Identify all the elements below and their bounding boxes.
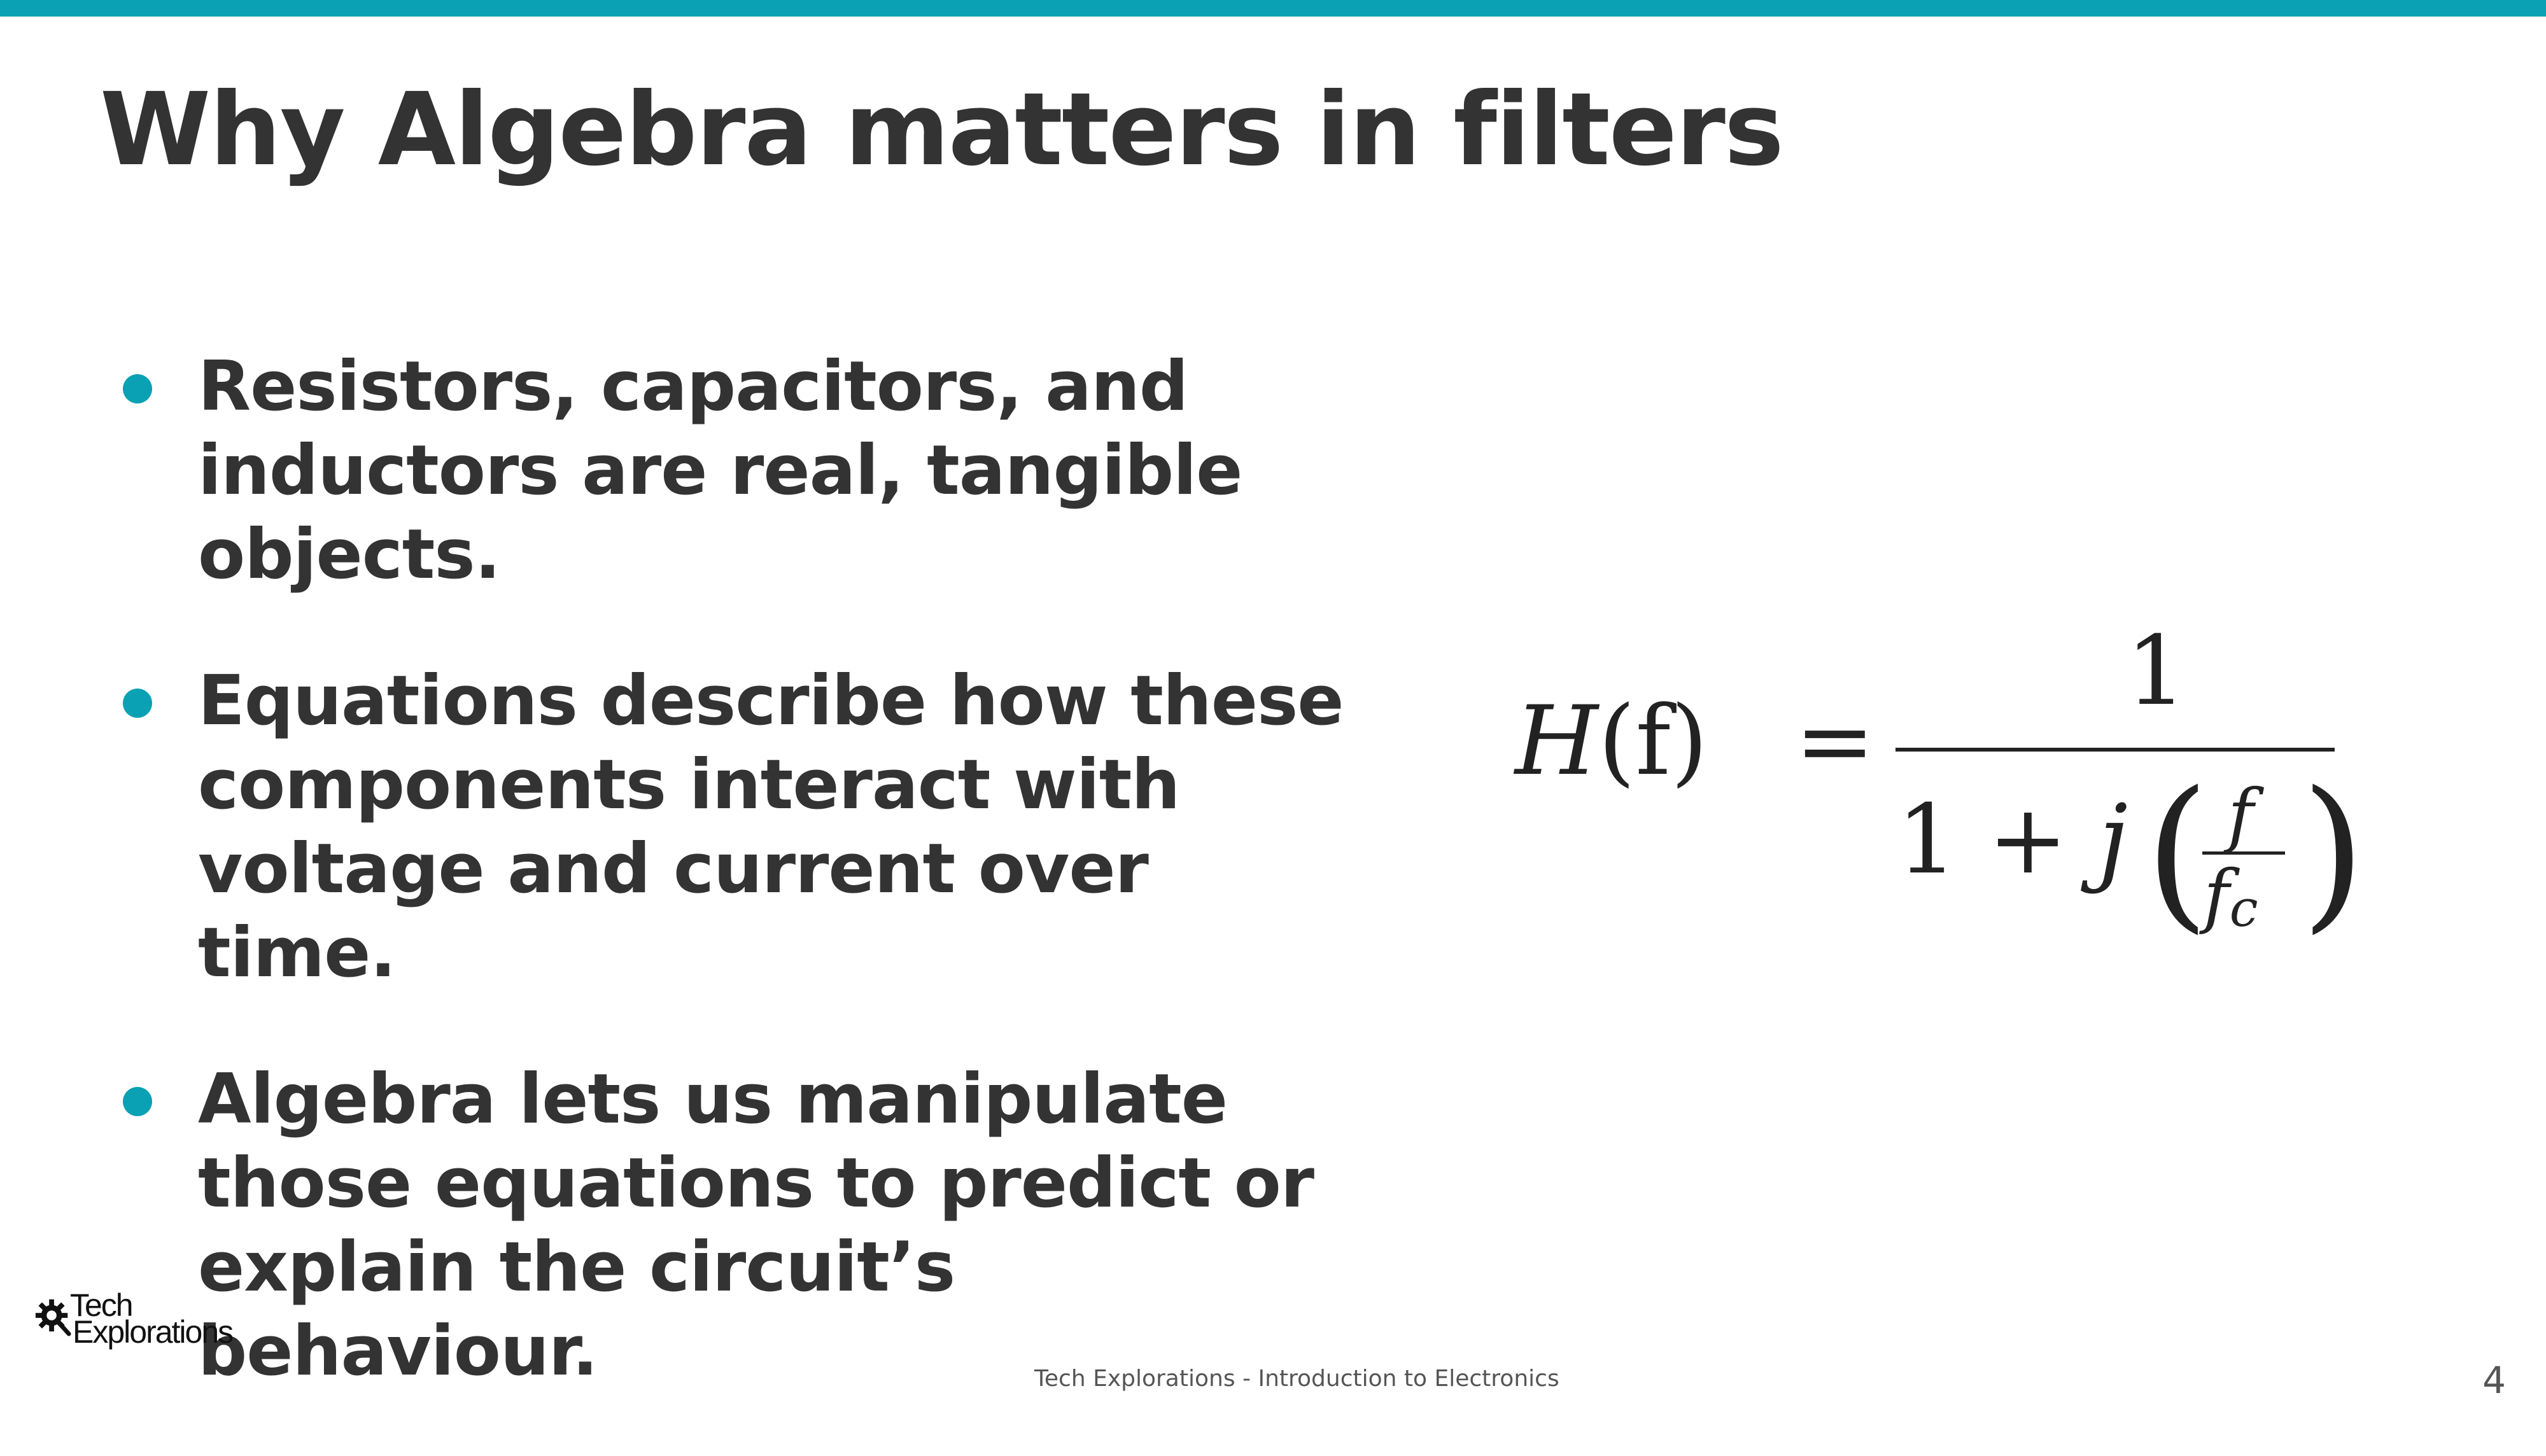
formula-paren-right: ) xyxy=(2301,757,2366,949)
page-number: 4 xyxy=(2482,1359,2506,1402)
formula-denominator-prefix: 1 + xyxy=(1897,785,2099,895)
logo-line-2: Explorations xyxy=(73,1314,234,1350)
bullet-dot-icon xyxy=(123,374,152,403)
logo-text: Tech Explorations xyxy=(70,1287,234,1350)
bullet-dot-icon xyxy=(123,1087,152,1116)
bullet-item: Algebra lets us manipulate those equatio… xyxy=(116,1058,1364,1394)
bullet-text: Resistors, capacitors, and inductors are… xyxy=(198,347,1242,594)
formula-denominator-j: j xyxy=(2098,785,2128,895)
formula-inner-denominator-var: f xyxy=(2204,855,2230,936)
formula-fraction-line xyxy=(1895,748,2335,752)
formula-numerator: 1 xyxy=(2126,616,2187,727)
top-accent-bar xyxy=(0,0,2546,17)
formula-denominator: 1 + j xyxy=(1897,792,2128,888)
formula-inner-fraction-line xyxy=(2202,851,2285,855)
formula-lhs: H(f) xyxy=(1515,694,1708,789)
formula-inner-denominator: fc xyxy=(2204,860,2258,934)
formula-inner-numerator: f xyxy=(2228,774,2254,855)
formula-lhs-arg: (f) xyxy=(1598,686,1708,797)
transfer-function-formula: H(f) = 1 1 + j ( f fc ) xyxy=(1515,611,2365,967)
slide-title: Why Algebra matters in filters xyxy=(100,71,1784,188)
bullet-text: Equations describe how these components … xyxy=(198,661,1344,993)
formula-lhs-var: H xyxy=(1515,686,1598,797)
bullet-list: Resistors, capacitors, and inductors are… xyxy=(116,345,1364,1456)
footer-text: Tech Explorations - Introduction to Elec… xyxy=(1034,1366,1559,1392)
bullet-item: Equations describe how these components … xyxy=(116,659,1364,995)
formula-inner-denominator-sub: c xyxy=(2229,879,2258,938)
formula-paren-left: ( xyxy=(2145,757,2210,949)
gear-icon xyxy=(35,1299,71,1336)
bullet-item: Resistors, capacitors, and inductors are… xyxy=(116,345,1364,597)
tech-explorations-logo: Tech Explorations xyxy=(33,1287,262,1355)
bullet-dot-icon xyxy=(123,689,152,718)
bullet-text: Algebra lets us manipulate those equatio… xyxy=(198,1060,1314,1391)
logo-line-1: Tech xyxy=(70,1287,134,1323)
formula-equals: = xyxy=(1795,686,1875,797)
